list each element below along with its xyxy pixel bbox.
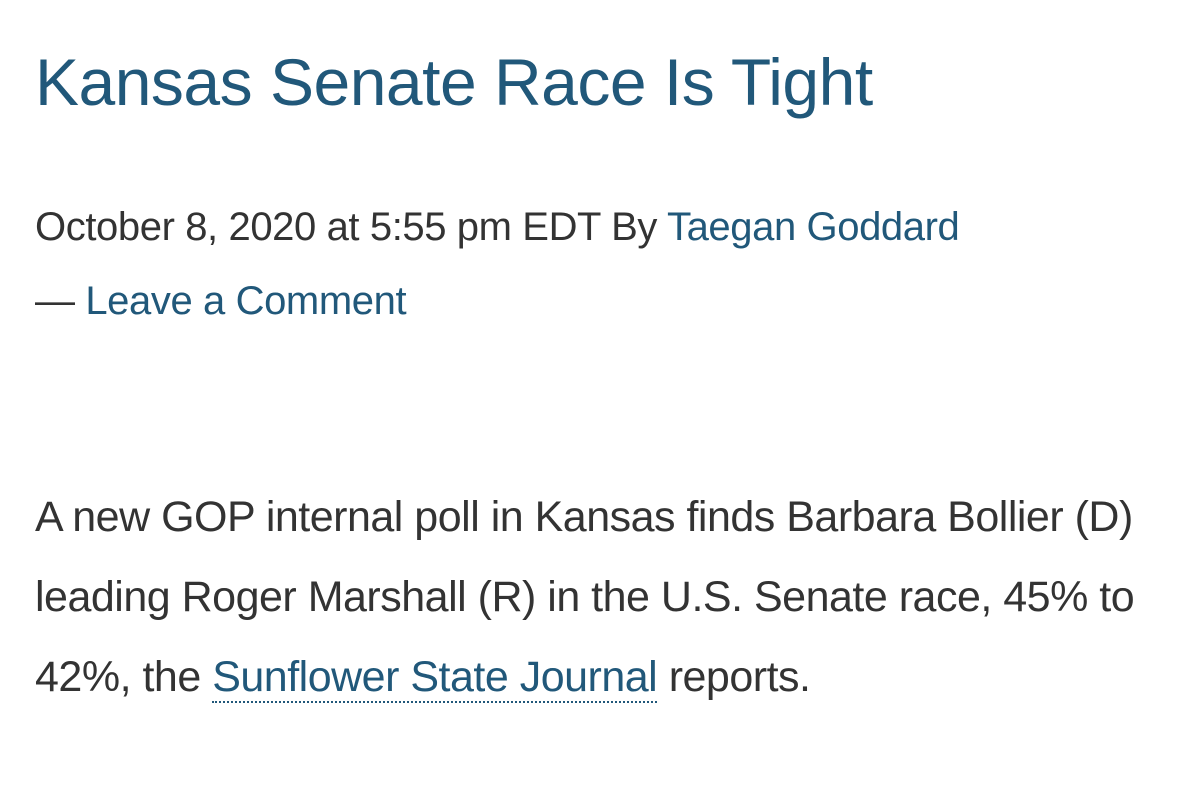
source-link[interactable]: Sunflower State Journal — [212, 653, 658, 703]
body-text: A new GOP internal poll in Kansas finds … — [35, 493, 1135, 701]
article-meta: October 8, 2020 at 5:55 pm EDT By Taegan… — [35, 190, 1165, 338]
article-body: A new GOP internal poll in Kansas finds … — [35, 477, 1175, 717]
author-link[interactable]: Taegan Goddard — [666, 205, 960, 249]
separator: — — [35, 279, 75, 323]
post-date: October 8, 2020 at 5:55 pm EDT — [35, 205, 601, 249]
body-text: reports. — [668, 653, 811, 701]
comment-link[interactable]: Leave a Comment — [85, 279, 407, 323]
by-label: By — [611, 205, 657, 249]
article-title: Kansas Senate Race Is Tight — [35, 45, 873, 119]
